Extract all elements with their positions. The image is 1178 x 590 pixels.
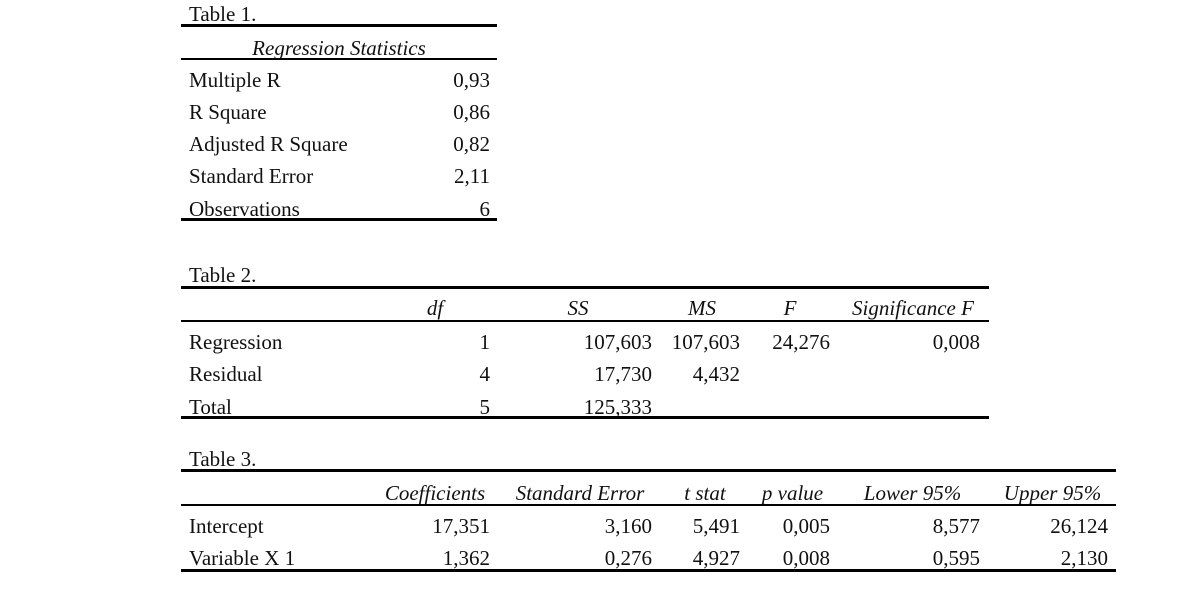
cell-p-value: 0,005	[782, 514, 830, 538]
cell-significance-f: 0,008	[932, 330, 980, 354]
header-f: F	[783, 296, 797, 320]
cell-p-value: 0,008	[782, 546, 830, 570]
cell-upper-95: 2,130	[1060, 546, 1108, 570]
table-1-bottom-rule	[181, 218, 497, 221]
table-1-caption: Table 1.	[189, 2, 257, 26]
row-value: 0,86	[453, 100, 490, 124]
header-df: df	[426, 296, 444, 320]
cell-lower-95: 0,595	[932, 546, 980, 570]
table-3-top-rule	[181, 469, 1116, 472]
cell-ms: 4,432	[692, 362, 740, 386]
table-3-header-rule	[181, 504, 1116, 506]
row-value: 0,82	[453, 132, 490, 156]
header-t-stat: t stat	[684, 481, 726, 505]
table-1-header-rule	[181, 58, 497, 60]
cell-upper-95: 26,124	[1050, 514, 1108, 538]
cell-df: 1	[479, 330, 491, 354]
row-label: Observations	[189, 197, 300, 221]
table-3-caption: Table 3.	[189, 447, 257, 471]
row-label: Regression	[189, 330, 283, 354]
cell-t-stat: 5,491	[692, 514, 740, 538]
row-label: Intercept	[189, 514, 264, 538]
cell-f: 24,276	[772, 330, 830, 354]
row-label: Multiple R	[189, 68, 281, 92]
cell-coefficient: 1,362	[442, 546, 490, 570]
header-ss: SS	[567, 296, 589, 320]
row-value: 0,93	[453, 68, 490, 92]
cell-standard-error: 3,160	[604, 514, 652, 538]
table-1-header: Regression Statistics	[252, 36, 426, 60]
cell-lower-95: 8,577	[932, 514, 980, 538]
header-significance-f: Significance F	[852, 296, 974, 320]
row-label: Residual	[189, 362, 263, 386]
table-2-header-rule	[181, 320, 989, 322]
cell-ss: 107,603	[583, 330, 652, 354]
row-value: 2,11	[454, 164, 490, 188]
cell-standard-error: 0,276	[604, 546, 652, 570]
header-lower-95: Lower 95%	[863, 481, 962, 505]
row-label: R Square	[189, 100, 267, 124]
cell-ss: 125,333	[583, 395, 652, 419]
row-label: Variable X 1	[189, 546, 296, 570]
table-2-top-rule	[181, 286, 989, 289]
header-standard-error: Standard Error	[515, 481, 645, 505]
header-coefficients: Coefficients	[384, 481, 486, 505]
row-label: Total	[189, 395, 232, 419]
cell-ms: 107,603	[671, 330, 740, 354]
row-label: Adjusted R Square	[189, 132, 348, 156]
cell-ss: 17,730	[594, 362, 652, 386]
cell-coefficient: 17,351	[432, 514, 490, 538]
cell-df: 4	[479, 362, 491, 386]
header-upper-95: Upper 95%	[1003, 481, 1102, 505]
cell-t-stat: 4,927	[692, 546, 740, 570]
header-p-value: p value	[761, 481, 824, 505]
table-2-bottom-rule	[181, 416, 989, 419]
row-value: 6	[479, 197, 491, 221]
row-label: Standard Error	[189, 164, 314, 188]
table-1-top-rule	[181, 24, 497, 27]
cell-df: 5	[479, 395, 491, 419]
header-ms: MS	[688, 296, 716, 320]
table-2-caption: Table 2.	[189, 263, 257, 287]
table-3-bottom-rule	[181, 569, 1116, 572]
